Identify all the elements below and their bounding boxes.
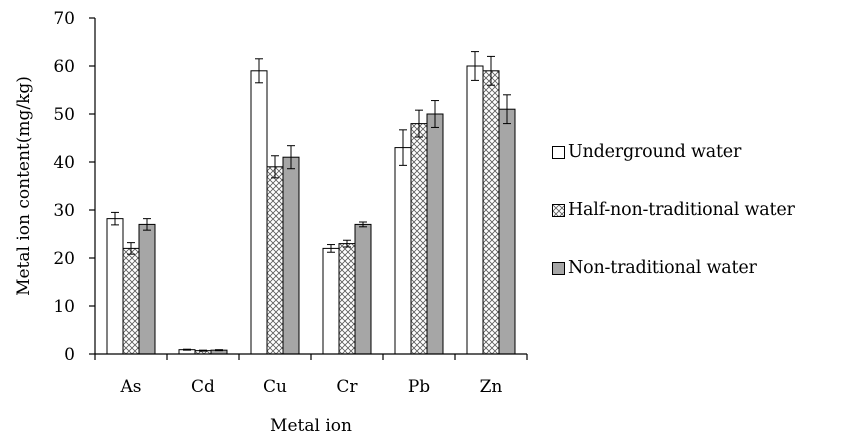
error-bars-group: [111, 51, 511, 352]
y-tick-label: 30: [53, 201, 75, 221]
legend-label: Non-traditional water: [568, 258, 757, 278]
x-axis-tick-labels: As Cd Cu Cr Pb Zn: [94, 354, 528, 397]
bar: [106, 218, 124, 355]
y-tick-label: 10: [53, 297, 75, 317]
legend-swatch-non-traditional-water: [552, 261, 565, 275]
bar: [394, 147, 412, 355]
y-tick-label: 50: [53, 105, 75, 125]
bar: [498, 108, 516, 355]
bar: [482, 70, 500, 355]
bar: [338, 243, 356, 355]
bar: [354, 223, 372, 355]
x-tick-label: As: [119, 377, 141, 397]
y-tick-label: 0: [64, 345, 75, 365]
y-axis-title: Metal ion content(mg/kg): [14, 76, 34, 296]
x-tick-label: Cr: [336, 377, 358, 397]
y-tick-label: 70: [53, 9, 75, 29]
legend-item-half-non-traditional-water: Half-non-traditional water: [552, 198, 842, 222]
bar: [282, 156, 300, 355]
bar: [266, 166, 284, 355]
y-tick-label: 40: [53, 153, 75, 173]
bar: [466, 65, 484, 355]
legend-item-non-traditional-water: Non-traditional water: [552, 256, 842, 280]
bar: [410, 123, 428, 355]
x-tick-label: Pb: [408, 377, 430, 397]
y-axis-ticks: 0 10 20 30 40 50 60 70: [53, 9, 95, 365]
bar: [322, 247, 340, 355]
legend-label: Half-non-traditional water: [568, 200, 795, 220]
legend-label: Underground water: [568, 142, 742, 162]
bar: [138, 223, 156, 355]
bar: [426, 113, 444, 355]
y-tick-label: 60: [53, 57, 75, 77]
bars-group: [106, 65, 516, 355]
y-tick-label: 20: [53, 249, 75, 269]
x-tick-label: Cu: [263, 377, 287, 397]
x-tick-label: Cd: [191, 377, 215, 397]
x-axis-title: Metal ion: [270, 416, 352, 436]
legend-swatch-underground-water: [552, 145, 565, 159]
legend-swatch-half-non-traditional-water: [552, 203, 565, 217]
legend: Underground water Half-non-traditional w…: [552, 140, 842, 314]
bar: [122, 247, 140, 355]
x-tick-label: Zn: [480, 377, 503, 397]
legend-item-underground-water: Underground water: [552, 140, 842, 164]
bar: [250, 70, 268, 355]
